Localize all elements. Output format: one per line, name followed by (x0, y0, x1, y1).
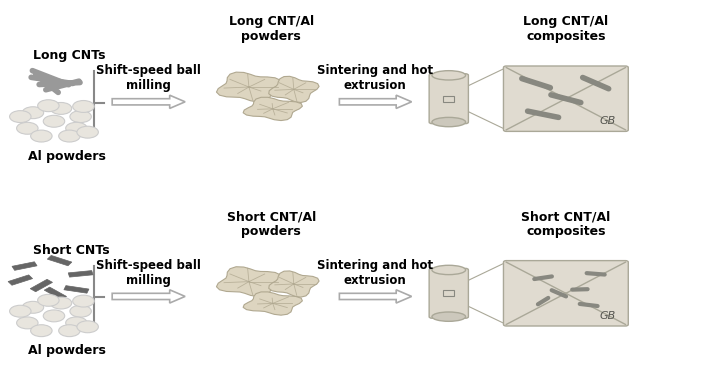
Polygon shape (216, 267, 281, 297)
Text: GB: GB (599, 116, 616, 126)
FancyBboxPatch shape (503, 66, 628, 131)
Circle shape (77, 321, 99, 333)
Polygon shape (243, 292, 303, 315)
FancyBboxPatch shape (503, 261, 628, 326)
Polygon shape (216, 72, 281, 102)
Circle shape (37, 294, 59, 306)
Bar (443, 290, 454, 296)
Polygon shape (64, 286, 89, 293)
Circle shape (43, 115, 65, 127)
Circle shape (50, 102, 72, 114)
Text: Shift-speed ball
milling: Shift-speed ball milling (96, 64, 201, 93)
Circle shape (65, 317, 87, 329)
Circle shape (50, 297, 72, 309)
FancyBboxPatch shape (429, 269, 468, 318)
Circle shape (31, 325, 52, 337)
Circle shape (23, 107, 44, 119)
Polygon shape (243, 97, 303, 121)
FancyArrow shape (339, 95, 412, 109)
Text: Long CNTs: Long CNTs (33, 49, 106, 62)
Polygon shape (8, 275, 32, 285)
Polygon shape (12, 262, 37, 270)
Polygon shape (44, 287, 67, 299)
Polygon shape (269, 271, 319, 297)
Circle shape (77, 126, 99, 138)
Ellipse shape (432, 265, 465, 275)
Text: Al powders: Al powders (28, 345, 106, 358)
Circle shape (58, 130, 80, 142)
Ellipse shape (432, 312, 465, 321)
Text: Short CNTs: Short CNTs (33, 244, 110, 257)
Circle shape (17, 122, 38, 134)
Circle shape (73, 295, 94, 307)
Circle shape (31, 130, 52, 142)
Polygon shape (68, 270, 93, 277)
Text: Sintering and hot
extrusion: Sintering and hot extrusion (317, 64, 433, 93)
Text: GB: GB (599, 310, 616, 321)
FancyBboxPatch shape (429, 74, 468, 123)
Circle shape (70, 305, 92, 317)
Circle shape (43, 310, 65, 322)
Ellipse shape (432, 117, 465, 127)
FancyArrow shape (112, 290, 185, 303)
Circle shape (23, 301, 44, 313)
Polygon shape (30, 279, 53, 292)
Polygon shape (47, 256, 72, 266)
Bar (443, 96, 454, 102)
Circle shape (65, 122, 87, 134)
Text: Shift-speed ball
milling: Shift-speed ball milling (96, 259, 201, 287)
Circle shape (37, 100, 59, 112)
Text: Short CNT/Al
composites: Short CNT/Al composites (521, 210, 610, 238)
Text: Sintering and hot
extrusion: Sintering and hot extrusion (317, 259, 433, 287)
Text: Al powders: Al powders (28, 150, 106, 163)
Text: Long CNT/Al
powders: Long CNT/Al powders (229, 15, 314, 44)
Ellipse shape (432, 71, 465, 80)
FancyArrow shape (339, 290, 412, 303)
Circle shape (10, 111, 31, 123)
Circle shape (10, 305, 31, 317)
Text: Short CNT/Al
powders: Short CNT/Al powders (227, 210, 316, 238)
Circle shape (73, 100, 94, 113)
Circle shape (58, 325, 80, 337)
FancyArrow shape (112, 95, 185, 109)
Polygon shape (269, 76, 319, 103)
Text: Long CNT/Al
composites: Long CNT/Al composites (523, 15, 608, 44)
Circle shape (17, 317, 38, 329)
Circle shape (70, 111, 92, 123)
